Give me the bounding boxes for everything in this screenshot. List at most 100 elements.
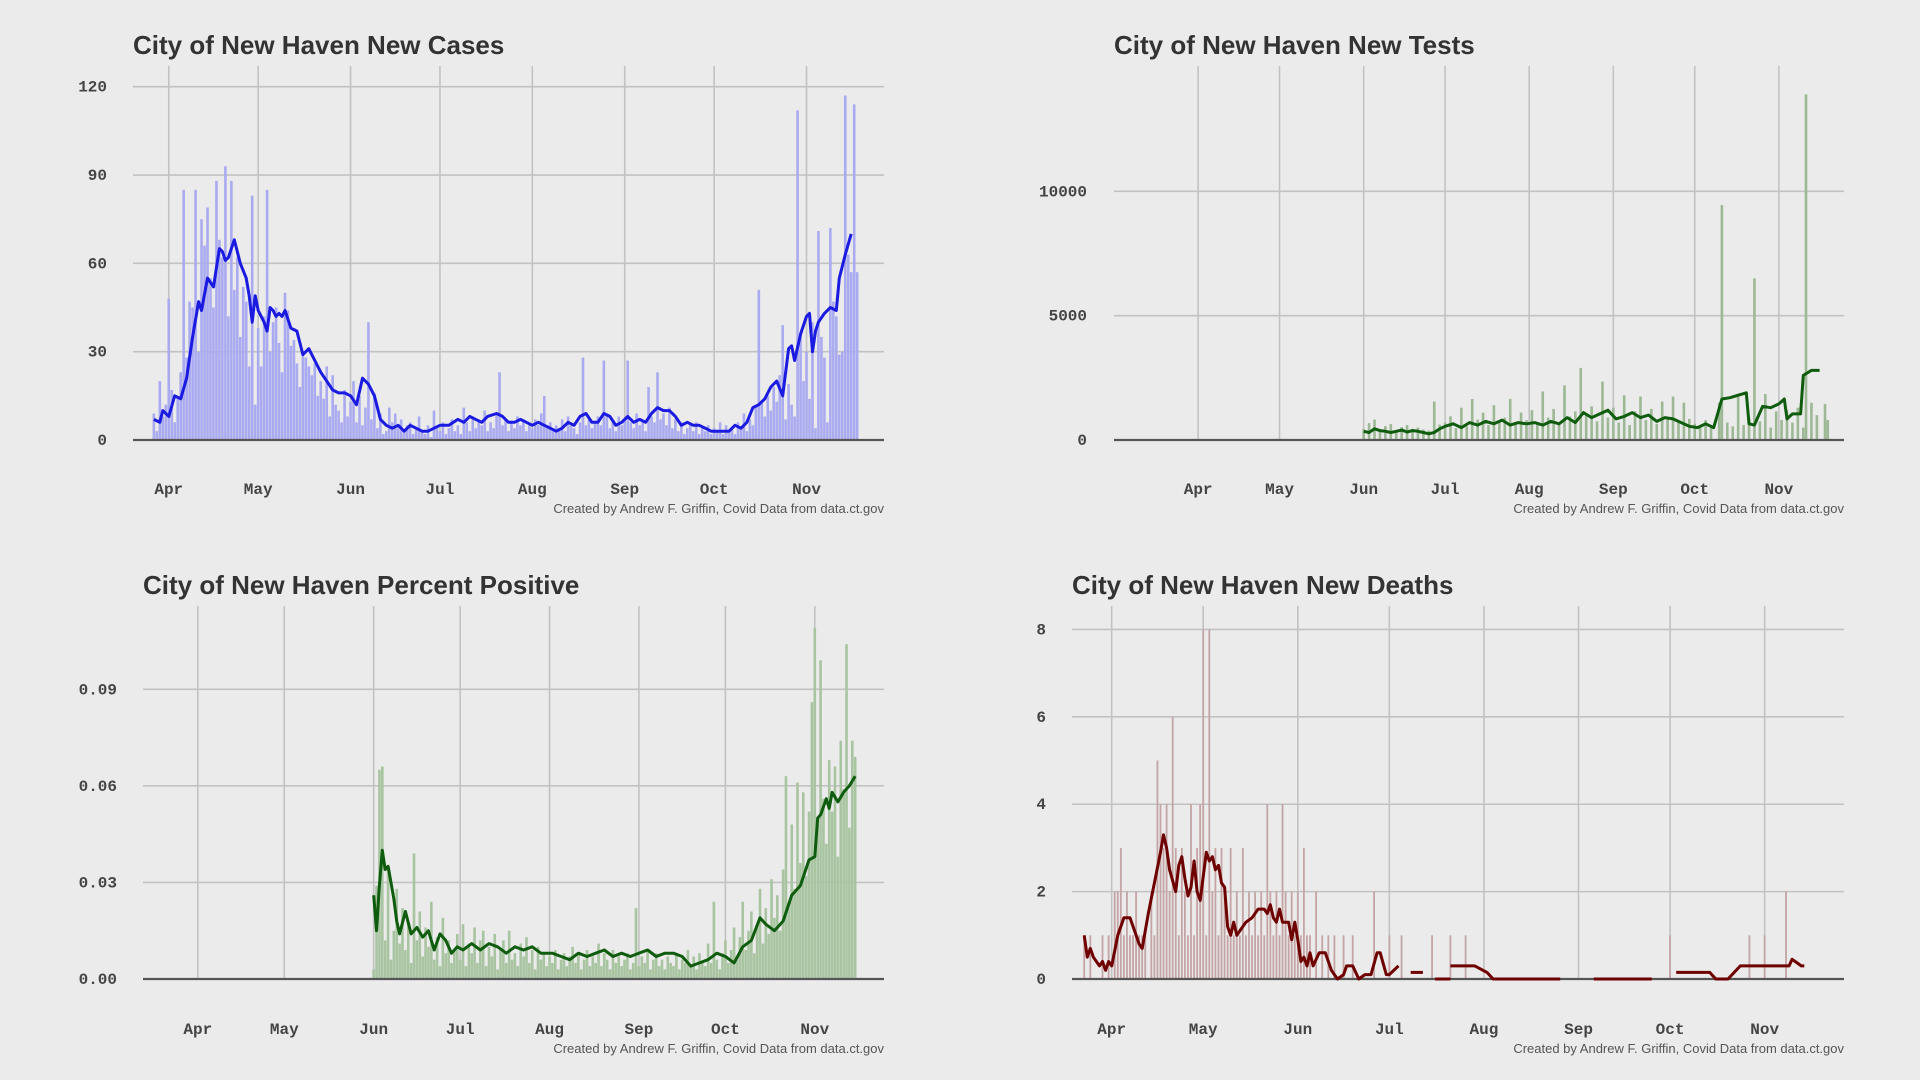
deaths-bar <box>1333 935 1336 979</box>
deaths-bar <box>1129 935 1131 979</box>
positive-bar <box>781 869 785 979</box>
positive-bar <box>767 933 770 979</box>
positive-bar <box>804 875 808 979</box>
cases-bar <box>569 425 573 440</box>
deaths-bar <box>1135 891 1137 979</box>
positive-bar <box>479 940 482 979</box>
cases-bar <box>840 351 844 440</box>
cases-bar <box>233 289 236 440</box>
tests-bar <box>1427 430 1431 440</box>
positive-bar <box>499 950 502 979</box>
tests-bar <box>1432 401 1436 440</box>
cases-bar <box>763 416 767 440</box>
tests-bar <box>1378 429 1382 440</box>
positive-bar <box>801 792 805 979</box>
deaths-bar <box>1763 935 1766 979</box>
cases-bar <box>319 381 323 440</box>
deaths-bar <box>1290 891 1293 979</box>
cases-bar <box>843 95 847 440</box>
deaths-bar <box>1141 935 1144 979</box>
cases-bar <box>659 419 662 440</box>
cases-bar <box>236 257 239 440</box>
positive-bar <box>752 953 756 979</box>
cases-bar <box>781 325 784 440</box>
positive-bar <box>525 937 528 979</box>
deaths-bar <box>1241 847 1244 979</box>
cases-bar <box>531 428 534 440</box>
cases-bar <box>247 366 251 440</box>
cases-bar <box>280 372 284 440</box>
deaths-bar <box>1159 804 1162 979</box>
positive-bar <box>643 962 646 979</box>
cases-bar <box>361 425 364 440</box>
deaths-bar <box>1315 891 1318 979</box>
deaths-bar <box>1116 891 1119 979</box>
cases-bar <box>587 419 591 440</box>
cases-y-tick-label: 90 <box>88 167 107 185</box>
cases-bar <box>790 404 793 440</box>
positive-bar <box>568 956 572 979</box>
positive-bar <box>539 959 543 979</box>
tests-bar <box>1731 426 1735 440</box>
tests-bar <box>1791 422 1794 440</box>
cases-bar <box>385 431 388 440</box>
cases-bar <box>751 425 755 440</box>
deaths-x-tick-label: Apr <box>1097 1021 1126 1039</box>
positive-bar <box>490 956 494 979</box>
cases-bar <box>331 375 334 440</box>
cases-bar <box>370 419 373 440</box>
cases-bar <box>289 345 293 440</box>
deaths-bar <box>1373 891 1375 979</box>
positive-bar <box>510 959 514 979</box>
cases-bar <box>453 431 457 440</box>
cases-bar <box>835 316 838 440</box>
cases-chart-caption: Created by Andrew F. Griffin, Covid Data… <box>553 501 884 516</box>
deaths-bar <box>1464 935 1467 979</box>
deaths-moving-average-line <box>1676 957 1805 981</box>
positive-bar <box>646 950 649 979</box>
tests-bar <box>1438 424 1441 440</box>
tests-x-tick-label: Aug <box>1515 481 1544 499</box>
tests-bar <box>1747 417 1751 440</box>
positive-bar <box>620 966 623 979</box>
positive-bar <box>438 966 442 979</box>
cases-bar <box>760 401 764 440</box>
cases-bar <box>602 360 606 440</box>
tests-bar <box>1612 407 1615 440</box>
positive-bar <box>686 950 690 979</box>
cases-bar <box>775 401 779 440</box>
cases-bar <box>560 419 564 440</box>
cases-bar <box>283 292 287 440</box>
positive-bar <box>853 756 857 979</box>
positive-bar <box>810 702 814 979</box>
tests-bar <box>1639 396 1642 440</box>
positive-bar <box>628 969 632 979</box>
positive-bar <box>473 927 476 979</box>
deaths-bar <box>1299 935 1302 979</box>
tests-bar <box>1411 428 1414 440</box>
deaths-x-tick-label: Jul <box>1375 1021 1404 1039</box>
cases-bar <box>337 410 340 440</box>
deaths-bar <box>1351 935 1354 979</box>
deaths-y-tick-label: 2 <box>1036 884 1046 902</box>
deaths-bar <box>1281 804 1284 979</box>
deaths-bar <box>1138 935 1141 979</box>
deaths-moving-average-line <box>1450 964 1561 981</box>
tests-bar <box>1617 422 1621 440</box>
deaths-bar <box>1177 935 1180 979</box>
deaths-bar <box>1251 935 1253 979</box>
cases-bar <box>262 316 266 440</box>
tests-bar <box>1465 426 1469 440</box>
cases-bar <box>653 422 656 440</box>
deaths-x-tick-label: May <box>1189 1021 1218 1039</box>
positive-bar <box>807 811 811 979</box>
deaths-chart-caption: Created by Andrew F. Griffin, Covid Data… <box>1513 1041 1844 1056</box>
positive-bar <box>608 969 612 979</box>
cases-bar <box>733 434 737 440</box>
cases-bar <box>486 431 489 440</box>
cases-y-tick-label: 60 <box>88 255 107 273</box>
deaths-bar <box>1187 935 1189 979</box>
cases-bar <box>444 434 448 440</box>
